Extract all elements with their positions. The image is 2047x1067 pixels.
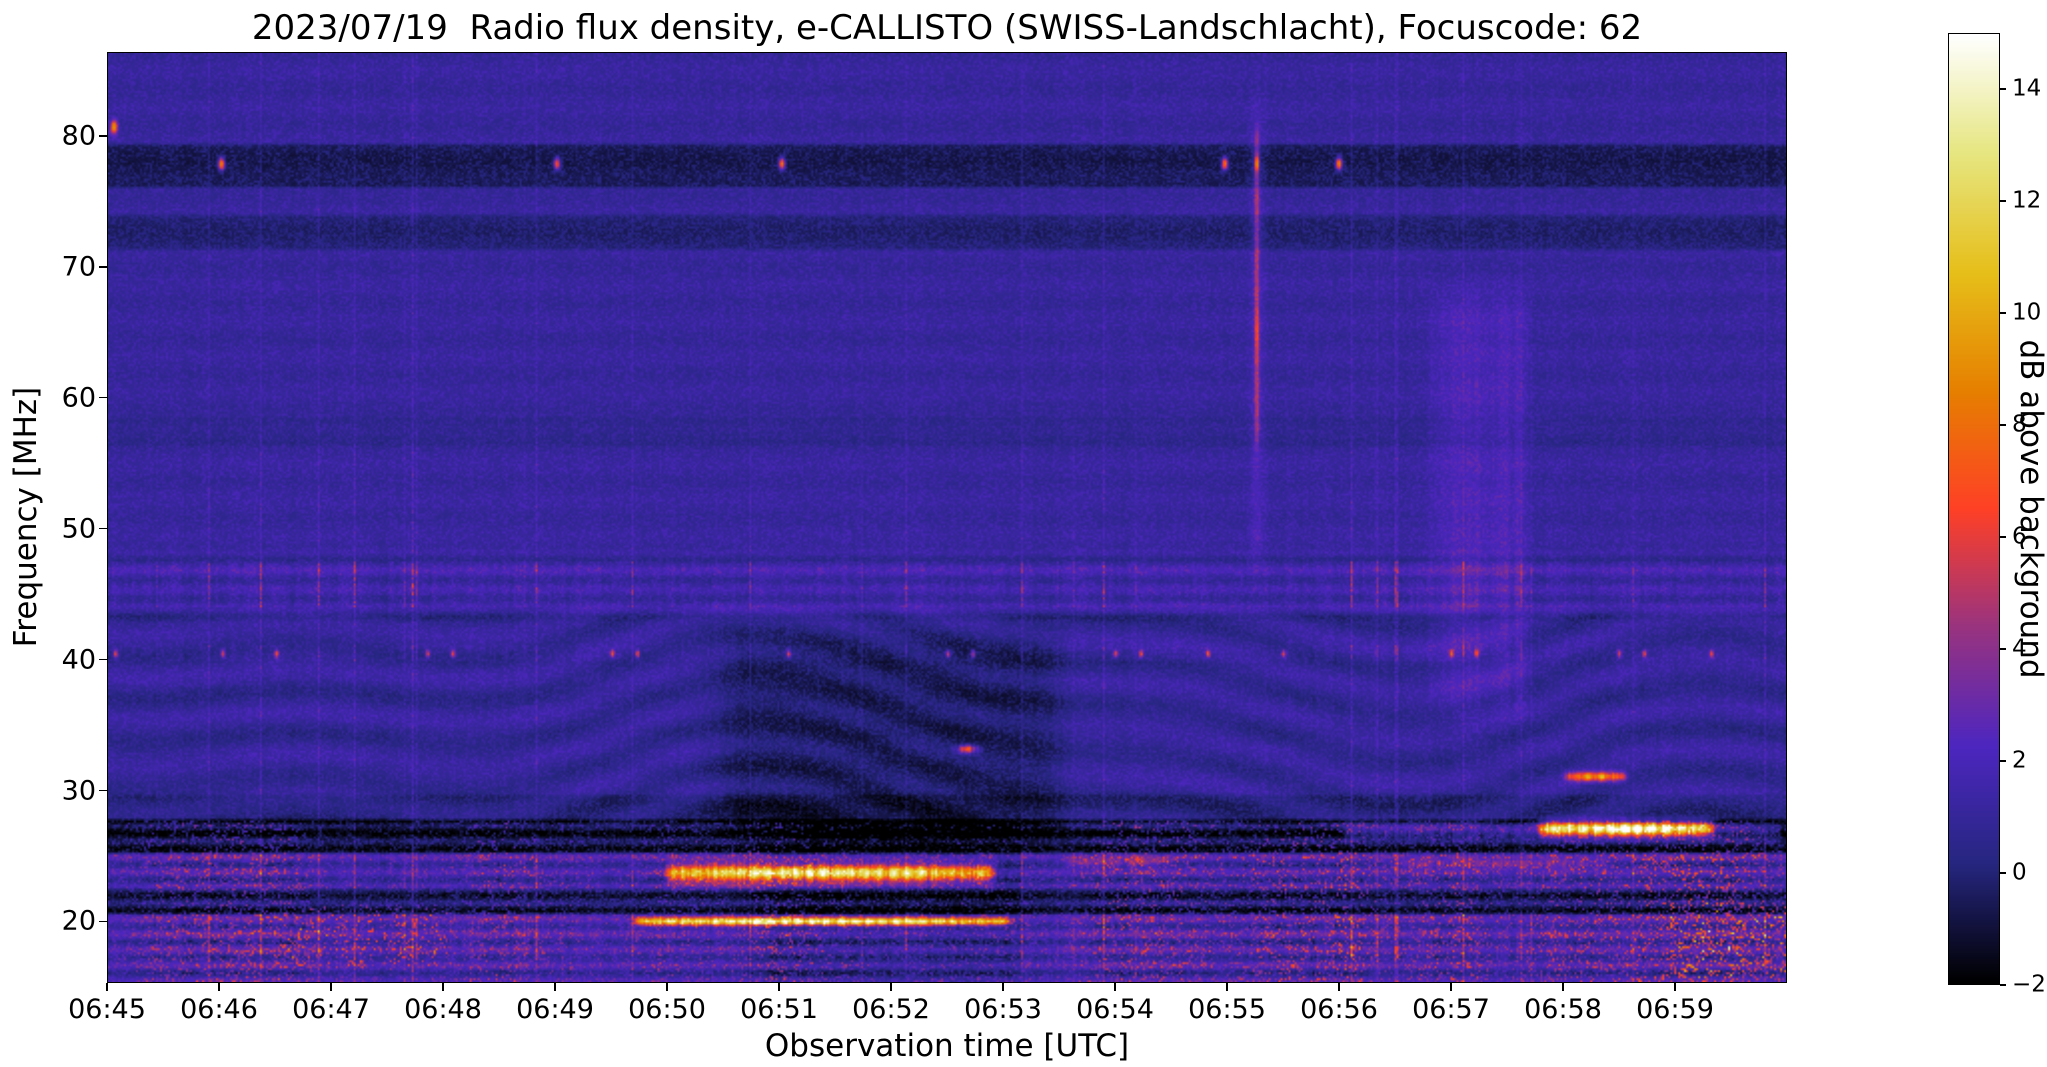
x-tick-label: 06:52: [852, 994, 930, 1025]
spectrogram-plot: [107, 52, 1787, 983]
x-tick-mark: [1450, 983, 1452, 991]
x-tick-label: 06:54: [1076, 994, 1154, 1025]
x-axis-label: Observation time [UTC]: [764, 1028, 1130, 1064]
colorbar-tick-mark: [2000, 648, 2006, 650]
x-tick-mark: [666, 983, 668, 991]
x-tick-label: 06:50: [628, 994, 706, 1025]
colorbar-tick-label: 0: [2012, 859, 2027, 886]
x-tick-mark: [1002, 983, 1004, 991]
colorbar-tick-mark: [2000, 984, 2006, 986]
colorbar-tick-mark: [2000, 200, 2006, 202]
colorbar-label: dB above background: [2013, 339, 2047, 679]
x-tick-label: 06:55: [1188, 994, 1266, 1025]
x-tick-mark: [1226, 983, 1228, 991]
x-tick-label: 06:59: [1636, 994, 1714, 1025]
x-tick-label: 06:47: [292, 994, 370, 1025]
colorbar-tick-mark: [2000, 536, 2006, 538]
x-tick-mark: [1114, 983, 1116, 991]
colorbar-tick-mark: [2000, 424, 2006, 426]
x-tick-label: 06:56: [1300, 994, 1378, 1025]
colorbar-tick-label: 14: [2012, 75, 2042, 102]
y-tick-label: 20: [61, 905, 96, 937]
colorbar-tick-mark: [2000, 312, 2006, 314]
colorbar-tick-label: 8: [2012, 411, 2027, 438]
colorbar-tick-mark: [2000, 760, 2006, 762]
colorbar-tick-mark: [2000, 88, 2006, 90]
colorbar-tick-label: 2: [2012, 747, 2027, 774]
y-tick-label: 50: [61, 513, 96, 545]
x-tick-mark: [442, 983, 444, 991]
y-tick-mark: [99, 265, 107, 268]
colorbar-tick-label: 10: [2012, 299, 2042, 326]
y-tick-label: 80: [61, 120, 96, 152]
colorbar-tick-label: 6: [2012, 523, 2027, 550]
x-tick-mark: [890, 983, 892, 991]
y-tick-mark: [99, 658, 107, 661]
x-tick-mark: [106, 983, 108, 991]
y-tick-mark: [99, 527, 107, 530]
y-tick-label: 30: [61, 775, 96, 806]
x-tick-mark: [1562, 983, 1564, 991]
colorbar: [1948, 33, 2000, 985]
y-tick-mark: [99, 396, 107, 399]
x-tick-mark: [1674, 983, 1676, 991]
y-tick-mark: [99, 135, 107, 137]
x-tick-mark: [554, 983, 556, 991]
y-tick-label: 70: [61, 251, 96, 283]
colorbar-tick-label: −2: [2012, 971, 2046, 998]
x-tick-label: 06:51: [740, 994, 818, 1025]
colorbar-tick-label: 4: [2012, 635, 2027, 662]
x-tick-mark: [778, 983, 780, 991]
y-tick-mark: [99, 920, 107, 923]
x-tick-label: 06:57: [1412, 994, 1490, 1025]
x-tick-mark: [1338, 983, 1340, 991]
colorbar-tick-label: 12: [2012, 187, 2042, 214]
y-tick-mark: [99, 789, 107, 792]
x-tick-mark: [218, 983, 220, 991]
x-tick-label: 06:58: [1524, 994, 1602, 1025]
y-tick-label: 40: [61, 644, 96, 676]
x-tick-label: 06:53: [964, 994, 1042, 1025]
chart-title: 2023/07/19 Radio flux density, e-CALLIST…: [251, 8, 1643, 48]
x-tick-label: 06:45: [68, 994, 146, 1025]
x-tick-label: 06:48: [404, 994, 482, 1025]
colorbar-tick-mark: [2000, 872, 2006, 874]
x-tick-mark: [330, 983, 332, 991]
heatmap-canvas: [108, 53, 1786, 982]
x-tick-label: 06:49: [516, 994, 594, 1025]
colorbar-gradient-canvas: [1949, 34, 1999, 984]
x-tick-label: 06:46: [180, 994, 258, 1025]
y-tick-label: 60: [61, 382, 96, 414]
